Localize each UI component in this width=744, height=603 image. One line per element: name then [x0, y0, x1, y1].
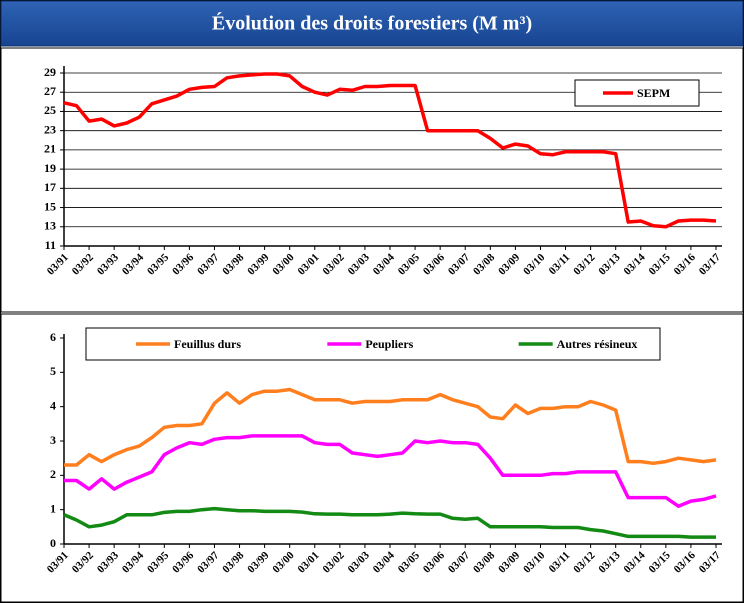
y-tick-label: 21 — [44, 142, 56, 156]
y-tick-label: 19 — [44, 161, 56, 175]
y-tick-label: 2 — [50, 467, 56, 481]
y-tick-label: 1 — [50, 501, 56, 515]
legend-box — [85, 327, 661, 361]
y-tick-label: 11 — [45, 238, 56, 252]
panel — [0, 313, 744, 603]
y-tick-label: 3 — [50, 433, 56, 447]
y-tick-label: 25 — [44, 103, 56, 117]
title: Évolution des droits forestiers (M m³) — [212, 12, 532, 35]
legend-label: Feuillus durs — [174, 337, 241, 351]
y-tick-label: 0 — [50, 536, 56, 550]
title-bar — [0, 0, 744, 47]
legend-label: Peupliers — [365, 337, 413, 351]
y-tick-label: 29 — [44, 65, 56, 79]
y-tick-label: 4 — [50, 398, 56, 412]
y-tick-label: 5 — [50, 364, 56, 378]
series-line — [64, 387, 717, 467]
panel — [0, 47, 744, 313]
series-line — [64, 434, 717, 508]
y-tick-label: 17 — [44, 180, 56, 194]
y-tick-label: 13 — [44, 219, 56, 233]
series-line — [63, 506, 716, 539]
y-tick-label: 6 — [50, 330, 56, 344]
y-tick-label: 27 — [44, 84, 56, 98]
y-tick-label: 23 — [44, 122, 56, 136]
y-tick-label: 15 — [44, 199, 56, 213]
legend-box — [574, 79, 700, 107]
legend-label: SEPM — [637, 86, 670, 100]
legend-label: Autres résineux — [557, 337, 638, 351]
series-line — [63, 72, 717, 229]
